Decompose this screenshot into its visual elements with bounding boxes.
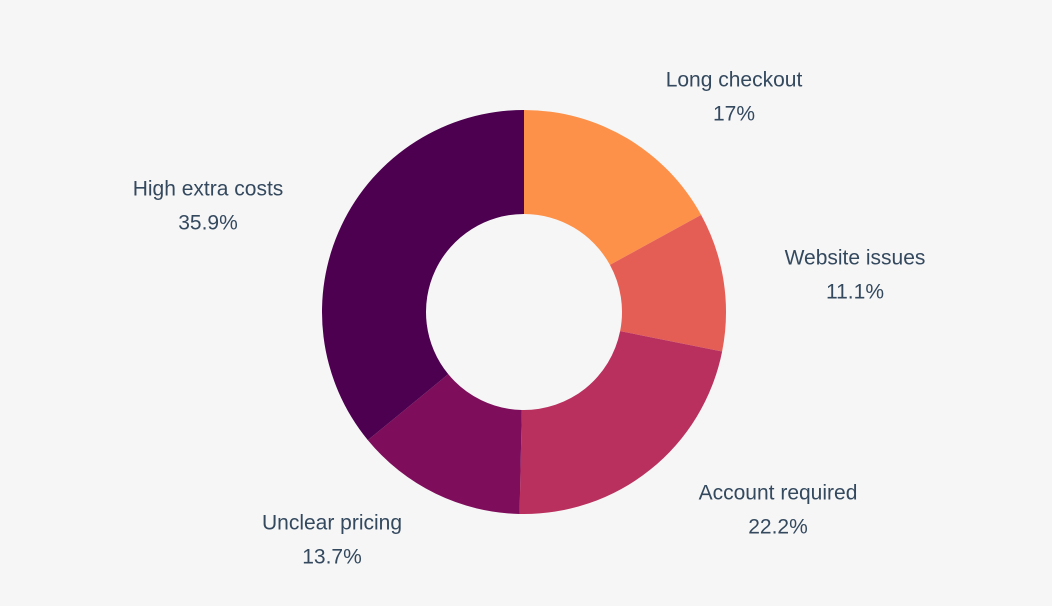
slice-label-unclear-pricing: Unclear pricing [262,512,402,535]
slice-label-high-extra-costs: High extra costs [133,178,284,201]
slice-value-account-required: 22.2% [748,516,808,539]
slice-label-account-required: Account required [699,482,858,505]
labels-layer: Long checkout 17% Website issues 11.1% Accou… [133,69,926,569]
slice-website-issues [609,214,727,352]
slice-high-extra-costs [322,110,524,441]
slice-account-required [519,331,723,514]
slice-label-long-checkout: Long checkout [666,69,803,92]
slice-value-unclear-pricing: 13.7% [302,546,362,569]
slices-layer [322,110,727,514]
slice-value-long-checkout: 17% [713,103,755,126]
slice-value-website-issues: 11.1% [826,281,884,304]
slice-label-website-issues: Website issues [785,247,926,270]
slice-unclear-pricing [367,374,522,514]
slice-long-checkout [524,110,702,265]
slice-value-high-extra-costs: 35.9% [178,212,238,235]
